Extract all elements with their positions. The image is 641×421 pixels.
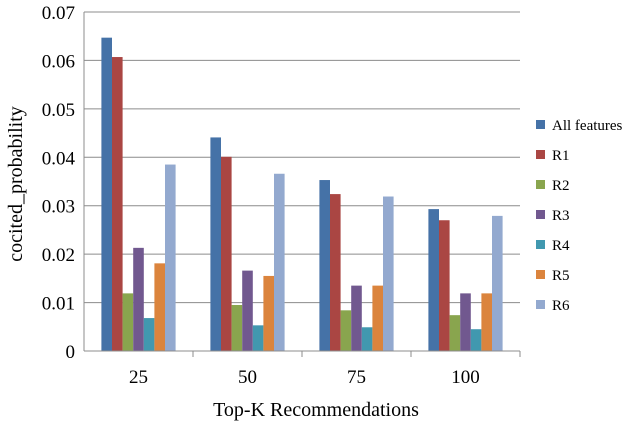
bar [492,215,503,351]
y-tick-label: 0.05 [42,100,75,121]
bar [351,285,362,351]
legend-label: R3 [552,208,570,224]
gridlines [84,11,520,304]
legend: All features R1 R2 R3 R4 R5 R6 [536,118,623,314]
bar [165,164,176,351]
bar [221,156,232,351]
legend-swatch [536,180,545,189]
axes [83,12,521,357]
legend-label: All features [552,118,623,134]
y-tick-label: 0.02 [42,245,75,266]
legend-item: R4 [536,238,570,254]
x-tick-label: 100 [451,367,480,388]
x-tick-label: 50 [238,367,257,388]
bar [330,194,341,351]
bar [274,173,285,351]
legend-swatch [536,240,545,249]
legend-item: R2 [536,178,570,194]
bar [263,275,274,351]
x-tick-label: 25 [129,367,148,388]
bar [143,318,155,351]
bar [210,137,221,351]
legend-swatch [536,300,545,309]
y-tick-label: 0 [66,342,76,363]
bar [449,315,461,351]
legend-swatch [536,210,545,219]
legend-item: R1 [536,148,570,164]
bar [133,247,144,351]
y-tick-label: 0.06 [42,51,75,72]
bar [372,285,383,351]
legend-item: R6 [536,298,570,314]
bar [101,37,112,351]
legend-item: R3 [536,208,570,224]
legend-swatch [536,270,545,279]
y-tick-label: 0.03 [42,197,75,218]
bar [252,325,264,351]
legend-item: All features [536,118,623,134]
x-tick-label: 75 [347,367,366,388]
bar [470,329,482,351]
y-tick-label: 0.07 [42,3,75,24]
bar [340,310,352,351]
bar [428,209,439,351]
legend-label: R2 [552,178,570,194]
legend-label: R1 [552,148,570,164]
x-axis-label: Top-K Recommendations [213,399,419,421]
bar [112,57,123,351]
y-tick-label: 0.01 [42,294,75,315]
y-tick-labels: 0 0.01 0.02 0.03 0.04 0.05 0.06 0.07 [42,3,76,363]
legend-label: R5 [552,268,570,284]
bar [481,293,492,351]
bars [101,37,503,351]
bar [319,180,330,351]
x-tick-labels: 25 50 75 100 [129,367,480,388]
bar [460,293,471,351]
y-axis-label: cocited_probability [5,106,27,262]
legend-swatch [536,150,545,159]
legend-item: R5 [536,268,570,284]
bar [361,327,373,351]
bar [122,293,134,351]
legend-label: R4 [552,238,570,254]
bar [154,263,165,351]
bar [383,196,394,351]
legend-label: R6 [552,298,570,314]
bar [242,270,253,351]
legend-swatch [536,120,545,129]
y-tick-label: 0.04 [42,148,76,169]
bar [231,304,243,351]
bar [439,220,450,351]
